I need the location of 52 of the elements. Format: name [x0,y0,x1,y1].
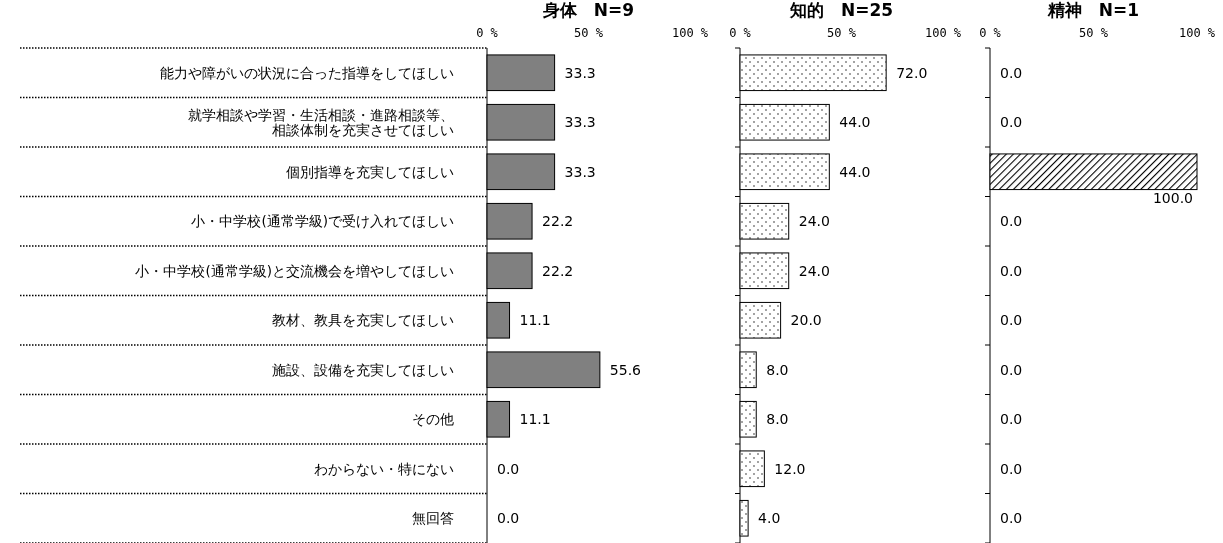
chart-title: 精神 N=1 [1046,0,1140,20]
data-label: 22.2 [542,262,574,279]
data-label: 33.3 [564,64,596,81]
data-label: 11.1 [519,312,551,329]
y-tick-label: その他 [412,411,454,428]
data-label: 0.0 [497,460,520,477]
data-label: 72.0 [896,64,928,81]
x-tick-label: 50 % [574,26,604,40]
data-label: 24.0 [798,213,830,230]
x-tick-label: 0 % [729,26,752,40]
data-label: 0.0 [1000,411,1023,428]
data-label: 33.3 [564,163,596,180]
data-label: 11.1 [519,411,551,428]
y-tick-label: 施設、設備を充実してほしい [272,361,454,378]
data-label: 100.0 [1152,189,1193,206]
data-label: 44.0 [839,114,871,131]
data-label: 8.0 [766,361,789,378]
chart-title: 身体 N=9 [541,0,635,20]
x-tick-label: 0 % [476,26,499,40]
data-label: 0.0 [1000,64,1023,81]
data-label: 0.0 [1000,361,1023,378]
y-tick-label: 能力や障がいの状況に合った指導をしてほしい [160,64,454,81]
data-label: 0.0 [1000,114,1023,131]
data-label: 0.0 [1000,460,1023,477]
y-tick-label: 就学相談や学習・生活相談・進路相談等、相談体制を充実させてほしい [188,106,454,138]
data-label: 20.0 [790,312,822,329]
data-label: 55.6 [609,361,642,378]
y-tick-label: わからない・特にない [314,460,454,477]
data-label: 0.0 [1000,262,1023,279]
data-label: 12.0 [774,460,806,477]
data-label: 22.2 [542,213,574,230]
y-tick-label: 個別指導を充実してほしい [286,163,454,180]
x-tick-label: 50 % [827,26,857,40]
data-label: 0.0 [497,510,520,527]
data-label: 44.0 [839,163,871,180]
x-tick-label: 50 % [1079,26,1109,40]
y-tick-label: 教材、教具を充実してほしい [272,312,454,329]
x-tick-label: 100 % [1178,26,1216,40]
data-label: 4.0 [758,510,781,527]
y-tick-label: 小・中学校(通常学級)で受け入れてほしい [191,213,454,230]
data-label: 0.0 [1000,312,1023,329]
data-label: 33.3 [564,114,596,131]
data-label: 0.0 [1000,510,1023,527]
x-tick-label: 100 % [924,26,962,40]
y-tick-label: 小・中学校(通常学級)と交流機会を増やしてほしい [135,262,454,279]
y-tick-label: 無回答 [412,510,454,527]
x-tick-label: 0 % [979,26,1002,40]
chart-title: 知的 N=25 [788,0,894,20]
x-tick-label: 100 % [671,26,709,40]
data-label: 24.0 [798,262,830,279]
data-label: 8.0 [766,411,789,428]
data-label: 0.0 [1000,213,1023,230]
